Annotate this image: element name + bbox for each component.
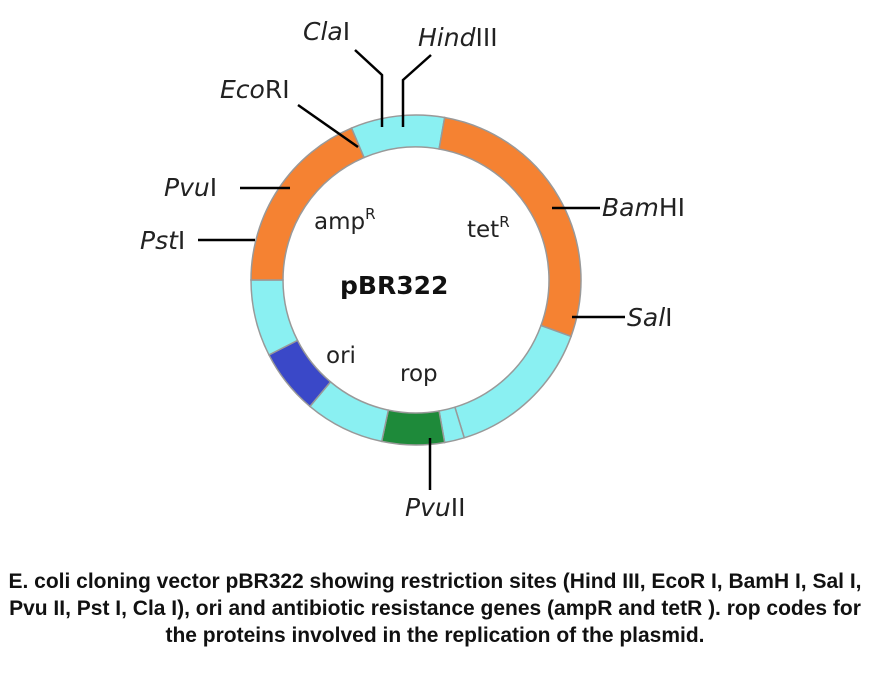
plasmid-name: pBR322	[340, 271, 448, 300]
segment-spacer-top	[350, 114, 446, 159]
site-pointers	[198, 49, 625, 490]
site-label-psti: PstI	[140, 226, 185, 255]
pointer-clai	[354, 49, 384, 127]
segment-ampr	[250, 127, 366, 281]
segment-tetr	[438, 116, 582, 338]
gene-label-tetr: tetR	[467, 213, 510, 243]
site-label-pvui: PvuI	[164, 173, 217, 202]
site-label-clai: ClaI	[303, 17, 350, 46]
segment-spacer-left	[250, 279, 299, 356]
figure-caption: E. coli cloning vector pBR322 showing re…	[8, 570, 862, 647]
gene-label-rop: rop	[400, 361, 438, 387]
plasmid-diagram: ClaI HindIII EcoRI PvuI PstI BamHI SalI …	[140, 17, 685, 522]
pointer-ecori	[297, 103, 359, 149]
site-label-bamhi: BamHI	[602, 193, 685, 222]
gene-label-ori: ori	[326, 343, 356, 369]
site-label-hindiii: HindIII	[418, 23, 498, 52]
site-label-pvuii: PvuII	[405, 493, 465, 522]
site-label-ecori: EcoRI	[220, 75, 290, 104]
segment-rop	[380, 409, 446, 446]
pointer-hindiii	[401, 54, 432, 127]
plasmid-ring	[250, 114, 582, 446]
segment-spacer-right	[453, 324, 573, 439]
gene-label-ampr: ampR	[314, 205, 376, 235]
site-label-sali: SalI	[627, 303, 673, 332]
